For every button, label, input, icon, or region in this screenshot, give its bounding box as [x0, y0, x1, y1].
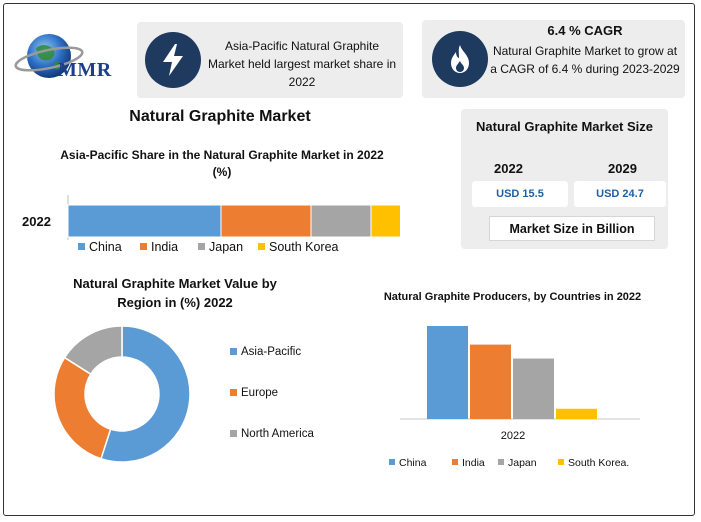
donut-slice-europe: [53, 356, 112, 460]
bar-china: [427, 326, 468, 419]
market-size-title: Natural Graphite Market Size: [476, 119, 653, 134]
value-2022: USD 15.5: [472, 181, 568, 207]
info-card-text: Asia-Pacific Natural Graphite Market hel…: [207, 39, 397, 89]
legend-label-india: India: [151, 240, 178, 254]
legend-label-europe: Europe: [241, 387, 278, 399]
legend-label-japan: Japan: [209, 240, 243, 254]
producers-bar-chart: 2022 China India Japan South Korea.: [389, 326, 640, 469]
market-size-card: Natural Graphite Market Size 2022 2029 U…: [461, 109, 668, 249]
legend-label-north-america: North America: [241, 428, 314, 440]
bar-segment-japan: [310, 204, 372, 238]
producers-chart-title: Natural Graphite Producers, by Countries…: [383, 291, 642, 303]
legend-label-asia-pacific: Asia-Pacific: [241, 346, 301, 358]
stacked-bar-chart: 2022 China India Japan South Korea: [22, 195, 400, 254]
legend-swatch-north-america: [230, 430, 237, 437]
lightning-bolt-icon: [145, 32, 201, 88]
category-label: 2022: [22, 214, 51, 229]
legend-swatch-china: [389, 459, 395, 465]
legend-swatch-asia-pacific: [230, 348, 237, 355]
page-frame: [3, 3, 695, 516]
legend-swatch-south-korea: [258, 243, 265, 250]
legend-swatch-south-korea: [558, 459, 564, 465]
info-card-text: Natural Graphite Market to grow at a CAG…: [490, 44, 680, 76]
legend-swatch-japan: [198, 243, 205, 250]
legend-swatch-china: [78, 243, 85, 250]
legend-label-south-korea: South Korea: [269, 240, 339, 254]
bar-segment-india: [220, 204, 312, 238]
bar-india: [470, 344, 511, 419]
donut-slice-north-america: [63, 325, 123, 376]
unit-label: Market Size in Billion: [489, 216, 655, 241]
bar-south-korea: [556, 408, 597, 419]
cagr-title: 6.4 % CAGR: [547, 23, 623, 38]
mmr-logo: [14, 34, 84, 78]
bar-segment-china: [67, 204, 222, 238]
donut-chart-title: Natural Graphite Market Value by Region …: [73, 276, 277, 310]
legend-label-japan: Japan: [508, 457, 537, 469]
flame-icon: [432, 31, 488, 87]
year-2022-label: 2022: [494, 161, 523, 176]
bar-segment-south-korea: [370, 204, 400, 238]
year-2029-label: 2029: [608, 161, 637, 176]
legend-swatch-india: [452, 459, 458, 465]
main-title: Natural Graphite Market: [129, 108, 311, 125]
legend-swatch-japan: [498, 459, 504, 465]
stacked-bar-chart-title: Asia-Pacific Share in the Natural Graphi…: [60, 148, 384, 179]
legend-label-china: China: [399, 457, 427, 469]
logo-text: MMR: [58, 59, 112, 81]
info-card-asia-pacific: Asia-Pacific Natural Graphite Market hel…: [137, 22, 403, 98]
donut-slice-asia-pacific: [100, 325, 191, 463]
legend-label-india: India: [462, 457, 485, 469]
donut-chart: Asia-Pacific Europe North America: [53, 325, 314, 463]
legend-swatch-europe: [230, 389, 237, 396]
legend-label-south-korea: South Korea.: [568, 457, 629, 469]
info-card-cagr: 6.4 % CAGR Natural Graphite Market to gr…: [422, 20, 685, 98]
value-2029: USD 24.7: [574, 181, 666, 207]
legend-label-china: China: [89, 240, 122, 254]
bar-japan: [513, 358, 554, 419]
legend-swatch-india: [140, 243, 147, 250]
x-tick-label: 2022: [501, 430, 525, 442]
